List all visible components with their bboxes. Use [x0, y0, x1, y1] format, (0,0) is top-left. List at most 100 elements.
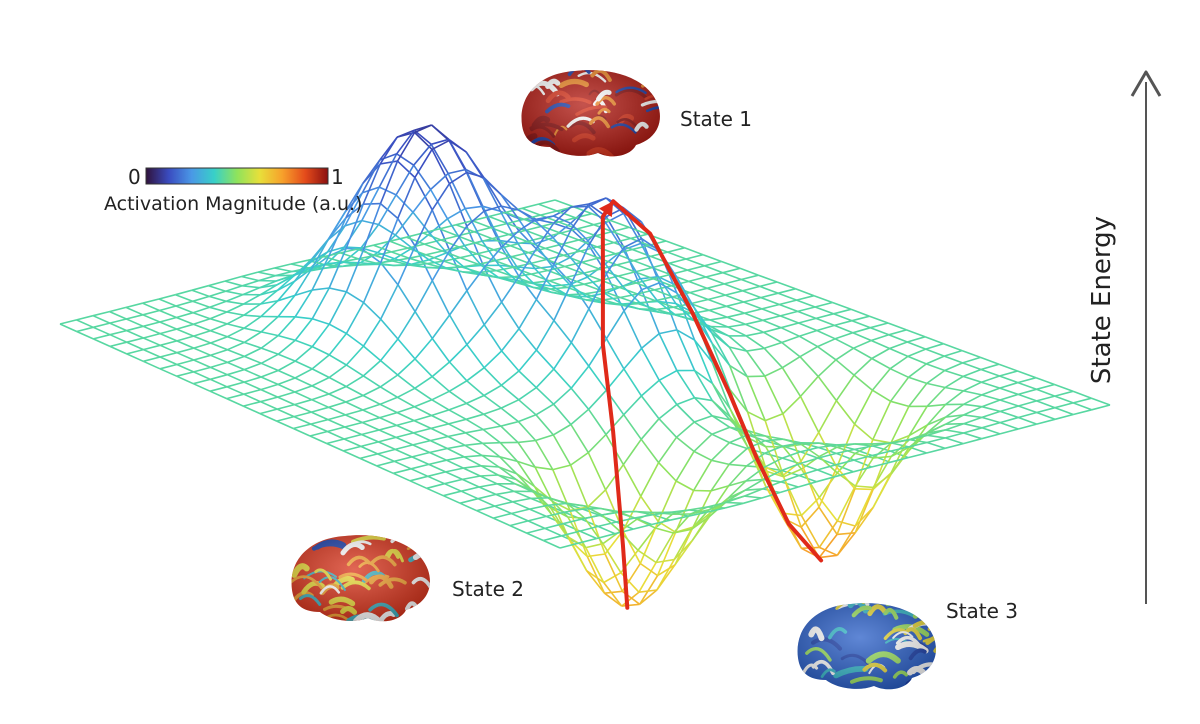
mesh-line-u: [763, 326, 782, 334]
mesh-line-u: [799, 345, 818, 358]
mesh-line-v: [1036, 400, 1056, 409]
mesh-line-v: [460, 490, 479, 500]
mesh-line-v: [277, 369, 296, 379]
mesh-line-v: [870, 339, 890, 350]
mesh-line-v: [622, 242, 642, 251]
mesh-line-u: [362, 186, 380, 194]
mesh-line-u: [534, 243, 554, 268]
mesh-line-v: [888, 334, 908, 343]
mesh-line-u: [294, 385, 313, 393]
mesh-line-u: [526, 236, 544, 243]
mesh-line-v: [396, 424, 414, 434]
mesh-line-u: [493, 512, 512, 519]
mesh-line-v: [92, 338, 111, 348]
mesh-line-u: [530, 497, 549, 500]
mesh-line-v: [711, 342, 731, 390]
mesh-line-v: [363, 202, 381, 205]
mesh-line-u: [782, 395, 802, 415]
mesh-line-v: [397, 284, 416, 313]
mesh-line-u: [511, 251, 529, 258]
mesh-line-u: [448, 380, 468, 392]
mesh-line-v: [763, 347, 783, 369]
mesh-line-u: [209, 386, 228, 392]
mesh-line-v: [758, 274, 778, 283]
mesh-line-u: [640, 462, 660, 497]
mesh-line-v: [482, 442, 501, 458]
mesh-line-v: [552, 256, 571, 268]
mesh-line-u: [478, 259, 496, 266]
mesh-line-u: [461, 486, 480, 492]
mesh-line-v: [505, 211, 525, 221]
mesh-line-u: [853, 454, 873, 461]
mesh-line-u: [587, 489, 607, 508]
mesh-line-u: [294, 368, 313, 379]
mesh-line-v: [707, 298, 727, 308]
mesh-line-v: [799, 356, 819, 377]
mesh-line-u: [889, 376, 910, 402]
mesh-line-v: [448, 168, 466, 175]
mesh-line-u: [341, 258, 359, 263]
mesh-line-u: [622, 249, 642, 280]
mesh-line-u: [999, 393, 1019, 401]
mesh-line-u: [439, 224, 457, 230]
mesh-line-u: [463, 245, 483, 267]
mesh-line-v: [943, 342, 963, 352]
mesh-line-u: [853, 339, 872, 349]
mesh-line-v: [92, 326, 111, 336]
mesh-line-u: [448, 418, 467, 425]
mesh-line-u: [159, 316, 177, 323]
mesh-line-v: [193, 359, 211, 369]
mesh-line-u: [481, 454, 500, 458]
mesh-line-u: [431, 314, 451, 339]
mesh-line-u: [431, 409, 450, 417]
mesh-line-v: [690, 302, 710, 312]
mesh-line-v: [406, 236, 425, 245]
mesh-line-u: [497, 474, 517, 481]
mesh-line-v: [1035, 376, 1055, 386]
mesh-line-v: [109, 322, 127, 332]
mesh-line-u: [561, 530, 581, 537]
mesh-line-u: [675, 421, 695, 438]
mesh-line-u: [870, 334, 890, 342]
mesh-line-u: [243, 331, 262, 344]
mesh-line-u: [708, 305, 727, 312]
mesh-line-u: [260, 396, 278, 403]
mesh-line-v: [834, 324, 854, 334]
mesh-line-u: [362, 262, 382, 303]
mesh-line-u: [193, 329, 211, 337]
mesh-line-u: [310, 418, 329, 425]
mesh-line-u: [447, 173, 466, 209]
mesh-line-v: [673, 528, 693, 560]
mesh-line-u: [142, 298, 160, 304]
mesh-line-v: [409, 480, 428, 490]
mesh-line-v: [394, 211, 414, 236]
mesh-line-v: [710, 332, 731, 366]
mesh-line-u: [726, 489, 746, 502]
mesh-line-v: [569, 276, 588, 286]
mesh-line-u: [210, 348, 228, 357]
mesh-line-v: [675, 480, 694, 492]
mesh-line-u: [817, 359, 837, 377]
mesh-line-u: [836, 446, 856, 455]
mesh-line-v: [356, 248, 376, 257]
mesh-line-u: [92, 310, 110, 317]
mesh-line-u: [999, 428, 1019, 435]
mesh-line-u: [413, 164, 432, 190]
mesh-line-u: [429, 189, 449, 220]
mesh-line-u: [710, 463, 730, 492]
mesh-line-v: [226, 373, 245, 383]
mesh-line-u: [674, 490, 695, 533]
mesh-line-v: [483, 394, 502, 409]
mesh-line-v: [508, 233, 528, 243]
mesh-line-v: [535, 414, 554, 436]
mesh-line-v: [495, 493, 514, 503]
mesh-line-v: [428, 463, 446, 473]
mesh-line-u: [361, 429, 380, 436]
mesh-line-u: [208, 280, 226, 287]
mesh-line-u: [210, 335, 228, 344]
mesh-line-v: [945, 422, 964, 425]
mesh-line-u: [653, 273, 671, 280]
mesh-line-u: [945, 403, 965, 418]
mesh-line-v: [483, 413, 502, 427]
mesh-line-u: [800, 506, 820, 528]
